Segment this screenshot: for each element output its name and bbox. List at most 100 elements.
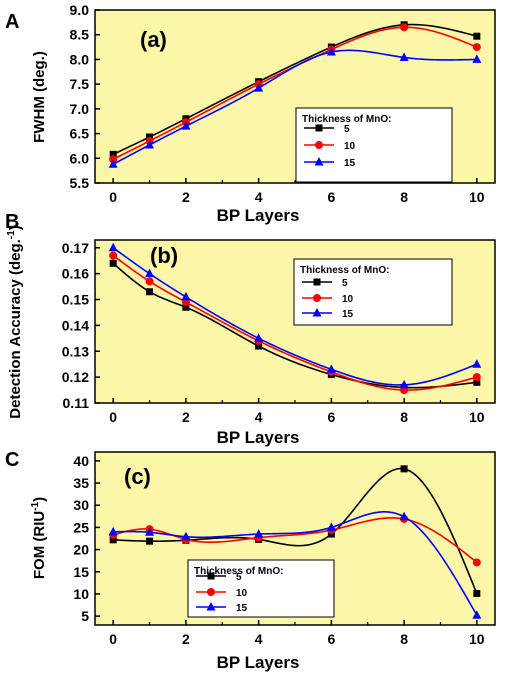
x-tick-label: 10	[469, 409, 485, 425]
y-tick-label: 0.16	[62, 266, 89, 282]
data-point-10	[472, 43, 481, 52]
y-tick-label: 9.0	[70, 2, 90, 18]
data-point-15	[254, 333, 264, 342]
data-point-15	[399, 511, 409, 521]
y-tick-label: 30	[73, 497, 89, 513]
legend-label-5: 5	[342, 278, 348, 289]
x-tick-label: 10	[469, 631, 485, 647]
legend-marker-10	[313, 294, 321, 302]
x-tick-label: 2	[182, 189, 190, 205]
data-point-15	[472, 610, 482, 619]
x-tick-label: 4	[255, 409, 263, 425]
legend-marker-5	[315, 124, 323, 132]
y-tick-label: 25	[73, 519, 89, 535]
x-tick-label: 4	[255, 631, 263, 647]
y-tick-label: 5	[81, 608, 89, 624]
y-tick-label: 5.5	[70, 175, 90, 191]
y-tick-label: 0.15	[62, 292, 89, 308]
x-tick-label: 4	[255, 189, 263, 205]
x-axis-title: BP Layers	[217, 428, 300, 447]
y-axis-title: FOM (RIU-1)	[30, 497, 48, 579]
y-tick-label: 20	[73, 542, 89, 558]
y-axis-title: FWHM (deg.)	[31, 51, 48, 143]
legend-label-5: 5	[344, 124, 350, 135]
x-tick-label: 6	[327, 409, 335, 425]
legend-label-15: 15	[236, 603, 248, 614]
data-point-5	[400, 465, 408, 473]
data-point-5	[146, 537, 154, 545]
series-line-10	[112, 254, 478, 391]
x-tick-label: 6	[327, 189, 335, 205]
data-point-15	[326, 522, 336, 531]
chart-panel-a: A (a) 0 2 4 6 8 10 5.5 6.0 6.5 7.0 7.5 8.0 8.5 9.0 BP La…	[5, 2, 496, 225]
legend-box	[295, 107, 453, 183]
y-tick-label: 6.5	[70, 126, 90, 142]
legend-marker-15	[206, 602, 216, 611]
y-tick-label: 15	[73, 564, 89, 580]
x-tick-label: 8	[400, 409, 408, 425]
y-tick-label: 7.5	[70, 76, 90, 92]
data-point-15	[326, 47, 336, 56]
legend-marker-15	[314, 157, 324, 166]
series-line-5	[112, 262, 477, 389]
data-point-15	[108, 242, 118, 252]
x-tick-label: 10	[469, 189, 485, 205]
legend-marker-15	[312, 308, 322, 317]
y-tick-label: 6.0	[70, 150, 90, 166]
series-line-15	[113, 511, 478, 616]
panel-tag: (a)	[140, 27, 167, 52]
panel-tag: (c)	[124, 464, 151, 489]
legend-title: Thickness of MnO:	[302, 114, 391, 125]
series-line-15	[112, 247, 478, 386]
y-tick-label: 40	[73, 453, 89, 469]
data-point-5	[473, 590, 481, 598]
data-point-15	[254, 83, 264, 92]
y-tick-label: 0.13	[62, 343, 89, 359]
data-point-5	[255, 342, 263, 350]
y-tick-label: 10	[73, 586, 89, 602]
data-point-5	[473, 32, 481, 40]
legend-title: Thickness of MnO:	[194, 566, 283, 577]
data-point-15	[326, 364, 336, 373]
data-point-15	[145, 139, 155, 149]
legend-marker-5	[313, 278, 321, 286]
data-point-10	[109, 251, 118, 260]
data-point-15	[254, 529, 264, 538]
data-point-5	[109, 259, 117, 267]
x-axis-title: BP Layers	[217, 653, 300, 672]
data-point-10	[400, 23, 409, 32]
x-tick-label: 0	[109, 409, 117, 425]
legend-marker-10	[315, 141, 323, 149]
legend-marker-10	[207, 588, 215, 596]
y-tick-label: 0.14	[62, 317, 89, 333]
legend-label-15: 15	[342, 309, 354, 320]
data-point-10	[472, 558, 481, 567]
legend-box	[293, 258, 453, 326]
x-tick-label: 2	[182, 631, 190, 647]
data-point-5	[109, 150, 117, 158]
x-tick-label: 8	[400, 189, 408, 205]
y-axis-title: Detection Accuracy (deg.-1)	[6, 225, 24, 418]
series-line-5	[112, 23, 478, 156]
x-tick-label: 2	[182, 409, 190, 425]
panel-tag: (b)	[150, 243, 178, 268]
data-point-5	[146, 288, 154, 296]
data-point-15	[472, 54, 482, 63]
legend-label-5: 5	[236, 572, 242, 583]
data-point-15	[399, 379, 409, 389]
data-point-15	[181, 121, 191, 130]
data-point-15	[181, 291, 191, 301]
data-point-15	[145, 527, 155, 536]
legend-marker-5	[207, 572, 215, 580]
data-point-5	[182, 303, 190, 311]
plot-frame	[94, 451, 496, 626]
data-point-15	[472, 359, 482, 368]
x-tick-label: 0	[109, 189, 117, 205]
legend-label-10: 10	[342, 294, 354, 305]
legend-label-10: 10	[236, 588, 248, 599]
panel-letter: C	[5, 449, 19, 471]
data-point-15	[145, 268, 155, 278]
data-point-5	[109, 536, 117, 544]
plot-frame	[94, 239, 496, 404]
